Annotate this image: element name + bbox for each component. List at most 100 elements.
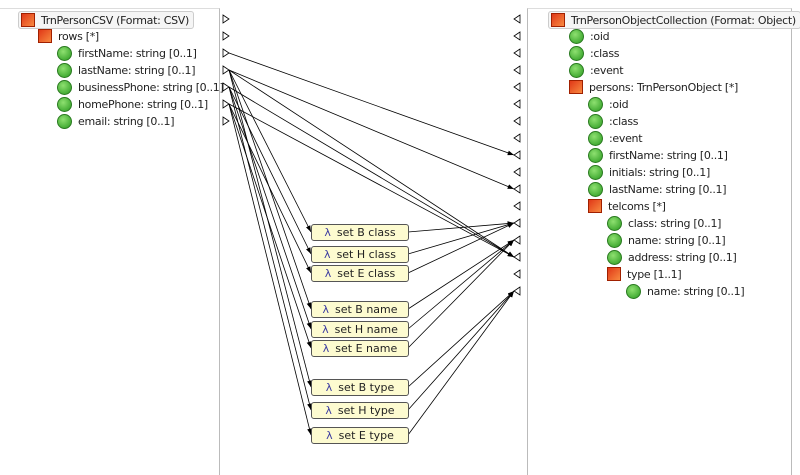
connector-anchor-icon bbox=[513, 133, 521, 143]
mapping-line bbox=[228, 86, 515, 258]
simple-field-icon bbox=[569, 62, 584, 78]
connector-anchor-icon bbox=[513, 82, 521, 92]
simple-field-icon bbox=[569, 28, 584, 44]
tree-node[interactable]: rows [*] bbox=[38, 28, 99, 44]
mapping-line bbox=[228, 69, 515, 258]
mapping-line bbox=[228, 52, 515, 156]
lambda-icon: λ bbox=[324, 248, 331, 261]
mapping-line bbox=[407, 290, 515, 388]
tree-node[interactable]: :class bbox=[588, 113, 639, 129]
tree-node[interactable]: name: string [0..1] bbox=[626, 283, 745, 299]
tree-node[interactable]: :event bbox=[588, 130, 643, 146]
connector-anchor-icon bbox=[222, 82, 230, 92]
tree-node[interactable]: businessPhone: string [0..1] bbox=[57, 79, 224, 95]
lambda-icon: λ bbox=[326, 429, 333, 442]
simple-field-icon bbox=[607, 249, 622, 265]
function-node[interactable]: λ set B type bbox=[311, 379, 409, 396]
connector-anchor-icon bbox=[513, 269, 521, 279]
node-label: :oid bbox=[609, 97, 629, 111]
function-label: set H name bbox=[334, 323, 398, 336]
connector-anchor-icon bbox=[513, 99, 521, 109]
connector-anchor-icon bbox=[513, 286, 521, 296]
tree-node[interactable]: firstName: string [0..1] bbox=[57, 45, 197, 61]
mapping-line bbox=[228, 86, 312, 411]
simple-field-icon bbox=[57, 113, 72, 129]
simple-field-icon bbox=[588, 113, 603, 129]
node-label: :event bbox=[609, 131, 643, 145]
node-label: email: string [0..1] bbox=[78, 114, 175, 128]
node-label: name: string [0..1] bbox=[628, 233, 726, 247]
node-label: lastName: string [0..1] bbox=[609, 182, 727, 196]
complex-type-icon bbox=[21, 13, 35, 27]
function-node[interactable]: λ set H class bbox=[311, 246, 409, 263]
node-label: :class bbox=[590, 46, 620, 60]
complex-type-icon bbox=[551, 13, 565, 27]
function-node[interactable]: λ set E name bbox=[311, 340, 409, 357]
lambda-icon: λ bbox=[325, 381, 333, 394]
mapping-line bbox=[407, 290, 515, 411]
function-label: set E name bbox=[335, 342, 398, 355]
node-label: TrnPersonObjectCollection (Format: Objec… bbox=[571, 13, 796, 27]
complex-type-icon bbox=[569, 80, 583, 94]
function-label: set B class bbox=[336, 226, 396, 239]
function-label: set E class bbox=[337, 267, 396, 280]
tree-node[interactable]: persons: TrnPersonObject [*] bbox=[569, 79, 738, 95]
tree-node[interactable]: address: string [0..1] bbox=[607, 249, 737, 265]
function-node[interactable]: λ set E type bbox=[311, 427, 409, 444]
connector-anchor-icon bbox=[222, 116, 230, 126]
function-node[interactable]: λ set E class bbox=[311, 265, 409, 282]
lambda-icon: λ bbox=[325, 404, 332, 417]
connector-anchor-icon bbox=[513, 65, 521, 75]
mapping-line bbox=[407, 239, 515, 349]
root-node[interactable]: TrnPersonCSV (Format: CSV) bbox=[18, 11, 194, 29]
mapping-line bbox=[407, 239, 515, 330]
connector-anchor-icon bbox=[513, 235, 521, 245]
tree-node[interactable]: initials: string [0..1] bbox=[588, 164, 710, 180]
connector-anchor-icon bbox=[222, 31, 230, 41]
mapping-line bbox=[407, 221, 515, 233]
tree-node[interactable]: type [1..1] bbox=[607, 266, 682, 282]
node-label: businessPhone: string [0..1] bbox=[78, 80, 224, 94]
connector-anchor-icon bbox=[513, 14, 521, 24]
simple-field-icon bbox=[57, 79, 72, 95]
function-node[interactable]: λ set B class bbox=[311, 224, 409, 241]
lambda-icon: λ bbox=[324, 267, 332, 280]
tree-node[interactable]: name: string [0..1] bbox=[607, 232, 726, 248]
connector-anchor-icon bbox=[513, 48, 521, 58]
function-label: set B type bbox=[338, 381, 395, 394]
tree-node[interactable]: firstName: string [0..1] bbox=[588, 147, 728, 163]
tree-node[interactable]: :class bbox=[569, 45, 620, 61]
function-node[interactable]: λ set H name bbox=[311, 321, 409, 338]
tree-node[interactable]: homePhone: string [0..1] bbox=[57, 96, 208, 112]
mapping-line bbox=[228, 86, 312, 255]
tree-node[interactable]: telcoms [*] bbox=[588, 198, 666, 214]
node-label: firstName: string [0..1] bbox=[609, 148, 728, 162]
simple-field-icon bbox=[588, 147, 603, 163]
simple-field-icon bbox=[607, 232, 622, 248]
tree-node[interactable]: :event bbox=[569, 62, 624, 78]
mapping-line bbox=[228, 86, 312, 330]
lambda-icon: λ bbox=[324, 226, 331, 239]
mapping-line bbox=[407, 290, 515, 436]
tree-node[interactable]: lastName: string [0..1] bbox=[588, 181, 727, 197]
tree-node[interactable]: :oid bbox=[588, 96, 629, 112]
connector-anchor-icon bbox=[222, 14, 230, 24]
node-label: address: string [0..1] bbox=[628, 250, 737, 264]
mapping-line bbox=[228, 103, 515, 258]
simple-field-icon bbox=[607, 215, 622, 231]
tree-node[interactable]: class: string [0..1] bbox=[607, 215, 721, 231]
mapping-line bbox=[407, 239, 515, 310]
connector-anchor-icon bbox=[513, 218, 521, 228]
function-node[interactable]: λ set H type bbox=[311, 402, 409, 419]
tree-node[interactable]: lastName: string [0..1] bbox=[57, 62, 196, 78]
connector-anchor-icon bbox=[513, 150, 521, 160]
lambda-icon: λ bbox=[322, 342, 330, 355]
root-node[interactable]: TrnPersonObjectCollection (Format: Objec… bbox=[548, 11, 800, 29]
tree-node[interactable]: :oid bbox=[569, 28, 610, 44]
function-label: set E type bbox=[338, 429, 394, 442]
tree-node[interactable]: email: string [0..1] bbox=[57, 113, 174, 129]
connector-anchor-icon bbox=[222, 65, 230, 75]
node-label: initials: string [0..1] bbox=[609, 165, 710, 179]
function-node[interactable]: λ set B name bbox=[311, 301, 409, 318]
